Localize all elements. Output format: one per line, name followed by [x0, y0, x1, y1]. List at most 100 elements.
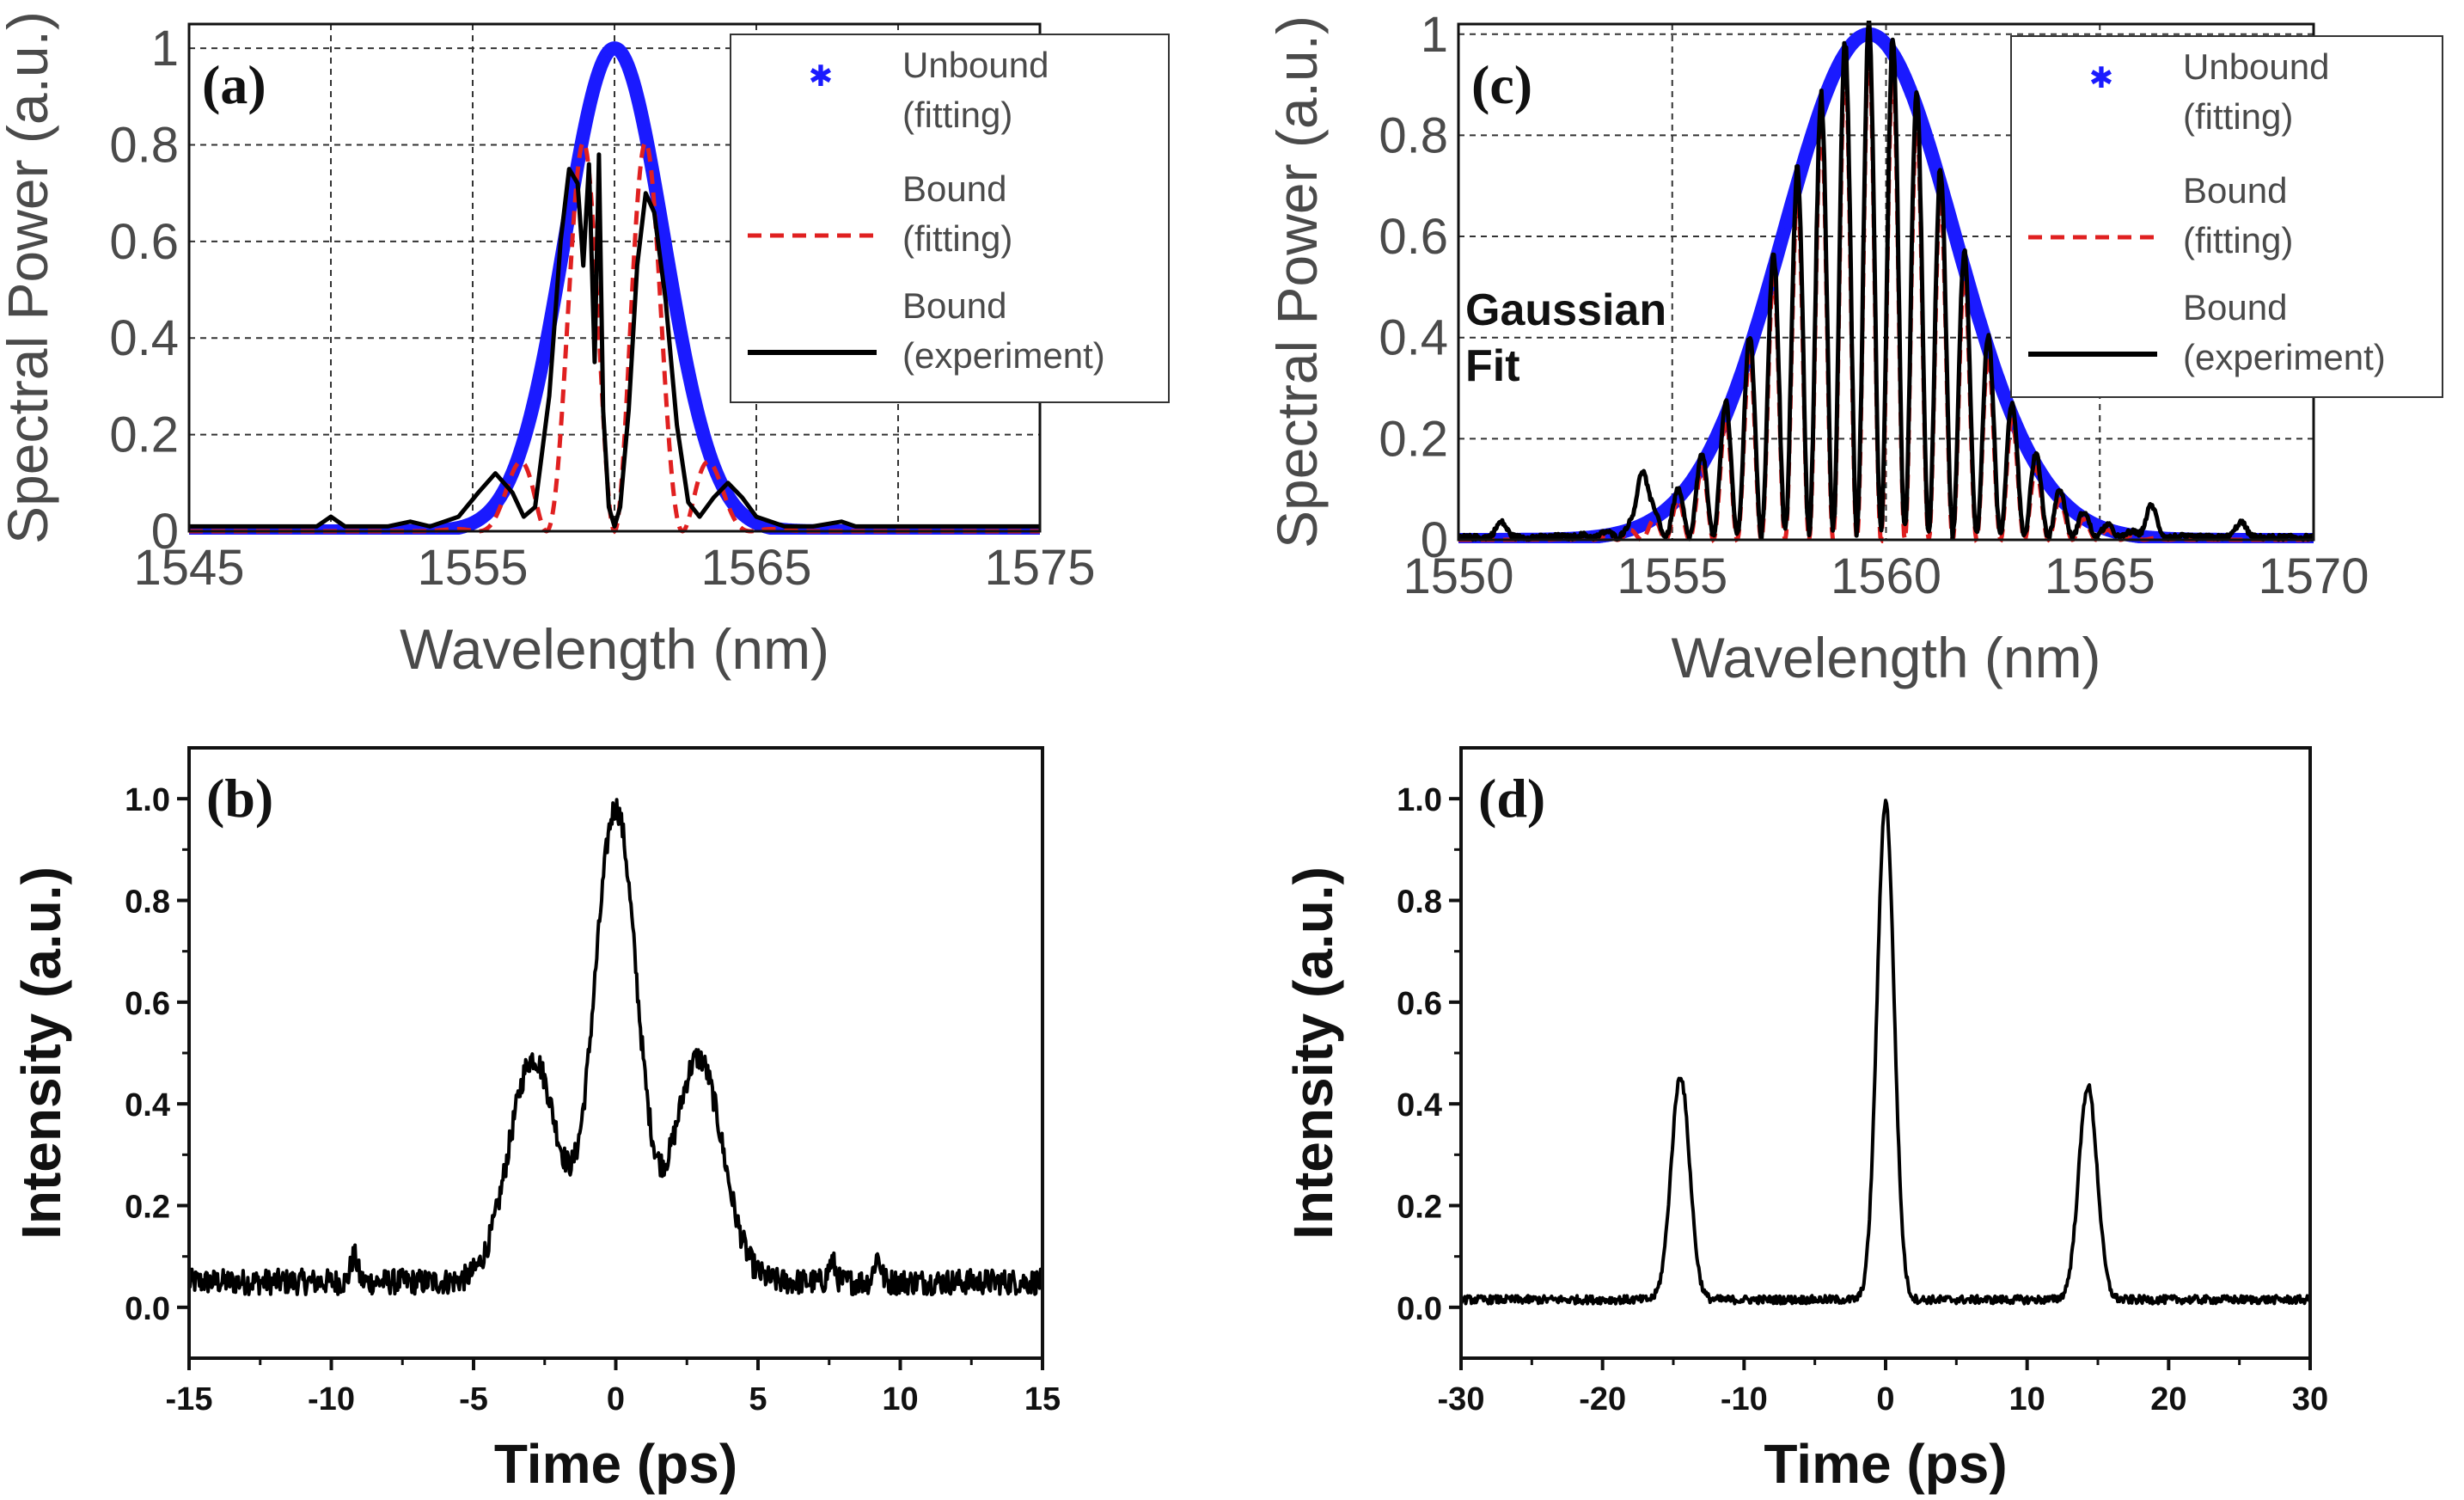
- panel-d: -30 -20 -10 0 10 20 30 0.0 0.2 0.4 0.6 0.8 1.0 Time (…: [1282, 746, 2328, 1495]
- annotation-gaussian: Gaussian: [1465, 285, 1666, 335]
- panel-a: 1545 1555 1565 1575 0 0.2 0.4 0.6 0.8 1 Wavelength…: [0, 11, 1170, 681]
- x-tick-label: -5: [459, 1381, 488, 1417]
- legend-label-sub: (fitting): [2183, 220, 2293, 260]
- x-tick-label: 5: [749, 1381, 767, 1417]
- unbound-marker: [694, 414, 705, 426]
- unbound-marker: [1943, 207, 1954, 218]
- y-tick-label: 0.6: [1397, 986, 1442, 1022]
- unbound-marker: [1898, 68, 1909, 78]
- x-tick-label: 1560: [1831, 548, 1941, 604]
- legend-label: Bound: [902, 168, 1006, 209]
- unbound-marker: [677, 337, 688, 348]
- x-tick-label: -15: [166, 1381, 213, 1417]
- legend-label-sub: (fitting): [902, 95, 1012, 135]
- unbound-marker: [2023, 446, 2034, 456]
- unbound-marker: [1681, 482, 1692, 493]
- y-tick-label: 1: [1421, 7, 1448, 63]
- unbound-marker: [682, 365, 694, 377]
- y-axis-label: Intensity (a.u.): [10, 866, 72, 1240]
- y-tick-label: 0.6: [125, 986, 170, 1022]
- unbound-marker: [2040, 474, 2051, 486]
- y-tick-label: 0.8: [1379, 107, 1448, 163]
- unbound-marker: [512, 452, 523, 463]
- panel-c: 1550 1555 1560 1565 1570 0 0.2 0.4 0.6 0.8 1 Wavele…: [1265, 7, 2443, 689]
- unbound-marker: [535, 365, 547, 377]
- unbound-marker: [1778, 228, 1789, 239]
- x-axis-label: Time (ps): [494, 1433, 737, 1495]
- x-tick-label: 20: [2150, 1381, 2186, 1417]
- legend-marker-unbound: ✱: [2089, 62, 2114, 95]
- x-tick-label: 1555: [417, 540, 528, 596]
- unbound-marker: [597, 55, 608, 66]
- y-axis-label: Spectral Power (a.u.): [1265, 15, 1329, 548]
- unbound-marker: [1783, 207, 1795, 218]
- x-axis-label: Wavelength (nm): [400, 617, 829, 681]
- y-tick-label: 0.4: [125, 1087, 170, 1123]
- unbound-marker: [581, 115, 591, 126]
- unbound-marker: [1904, 81, 1914, 92]
- unbound-marker: [621, 55, 632, 66]
- x-tick-label: -10: [1721, 1381, 1768, 1417]
- y-tick-label: 1.0: [1397, 782, 1442, 818]
- series-bound_exp: [189, 152, 1040, 529]
- unbound-marker: [614, 46, 626, 57]
- unbound-marker: [1880, 39, 1892, 50]
- y-tick-label: 0.8: [109, 117, 179, 173]
- unbound-marker: [688, 391, 700, 402]
- series-autocorrelation: [189, 798, 1042, 1296]
- x-tick-label: 0: [1876, 1381, 1894, 1417]
- unbound-marker: [1749, 327, 1760, 338]
- y-tick-label: 0.6: [109, 214, 179, 270]
- x-tick-label: 1555: [1617, 548, 1727, 604]
- x-tick-label: 10: [2009, 1381, 2045, 1417]
- unbound-marker: [700, 435, 711, 446]
- unbound-marker: [518, 435, 529, 446]
- annotation-fit: Fit: [1465, 341, 1520, 391]
- x-tick-label: 1570: [2258, 548, 2369, 604]
- legend-label: Unbound: [902, 45, 1049, 85]
- unbound-marker: [1709, 434, 1721, 445]
- x-tick-label: 1575: [984, 540, 1095, 596]
- legend-box: [730, 34, 1170, 403]
- unbound-marker: [1807, 130, 1818, 140]
- axes-frame: [1459, 746, 2312, 1360]
- unbound-marker: [2017, 434, 2028, 445]
- unbound-marker: [660, 241, 671, 252]
- panel-label: (c): [1471, 54, 1532, 115]
- legend: ✱ Unbound (fitting) Bound (fitting) Bound (exp…: [730, 34, 1170, 403]
- unbound-marker: [529, 391, 541, 402]
- unbound-marker: [2045, 482, 2057, 493]
- x-axis-label: Wavelength (nm): [1671, 626, 2100, 689]
- unbound-marker: [524, 414, 535, 426]
- unbound-marker: [2000, 394, 2011, 405]
- y-tick-label: 0.6: [1379, 209, 1448, 265]
- unbound-marker: [1727, 394, 1738, 405]
- y-tick-label: 0.8: [1397, 885, 1442, 921]
- plot-area: [189, 798, 1042, 1296]
- y-tick-label: 0.4: [1397, 1087, 1442, 1123]
- legend-label: Unbound: [2183, 46, 2329, 87]
- unbound-marker: [638, 115, 648, 126]
- x-tick-label: 30: [2292, 1381, 2328, 1417]
- x-tick-label: 1565: [2045, 548, 2155, 604]
- panel-b: -15 -10 -5 0 5 10 15 0.0 0.2 0.4 0.6 0.8 1.0 Time (ps…: [10, 746, 1061, 1495]
- unbound-marker: [1949, 228, 1960, 239]
- y-tick-label: 1.0: [125, 782, 170, 818]
- unbound-marker: [1920, 130, 1931, 140]
- x-tick-label: -30: [1438, 1381, 1485, 1417]
- series-bound_exp: [1458, 21, 2314, 542]
- legend-label: Bound: [902, 285, 1006, 326]
- legend-marker-unbound: ✱: [809, 60, 834, 93]
- unbound-marker: [1703, 446, 1715, 456]
- x-tick-label: -10: [308, 1381, 355, 1417]
- unbound-marker: [671, 307, 682, 317]
- y-tick-label: 1: [151, 21, 179, 77]
- unbound-marker: [490, 499, 501, 510]
- unbound-marker: [1926, 148, 1937, 159]
- legend-label-sub: (fitting): [2183, 96, 2293, 137]
- unbound-marker: [632, 90, 643, 101]
- unbound-marker: [586, 90, 597, 101]
- legend-label: Bound: [2183, 170, 2287, 211]
- y-tick-label: 0.0: [125, 1291, 170, 1327]
